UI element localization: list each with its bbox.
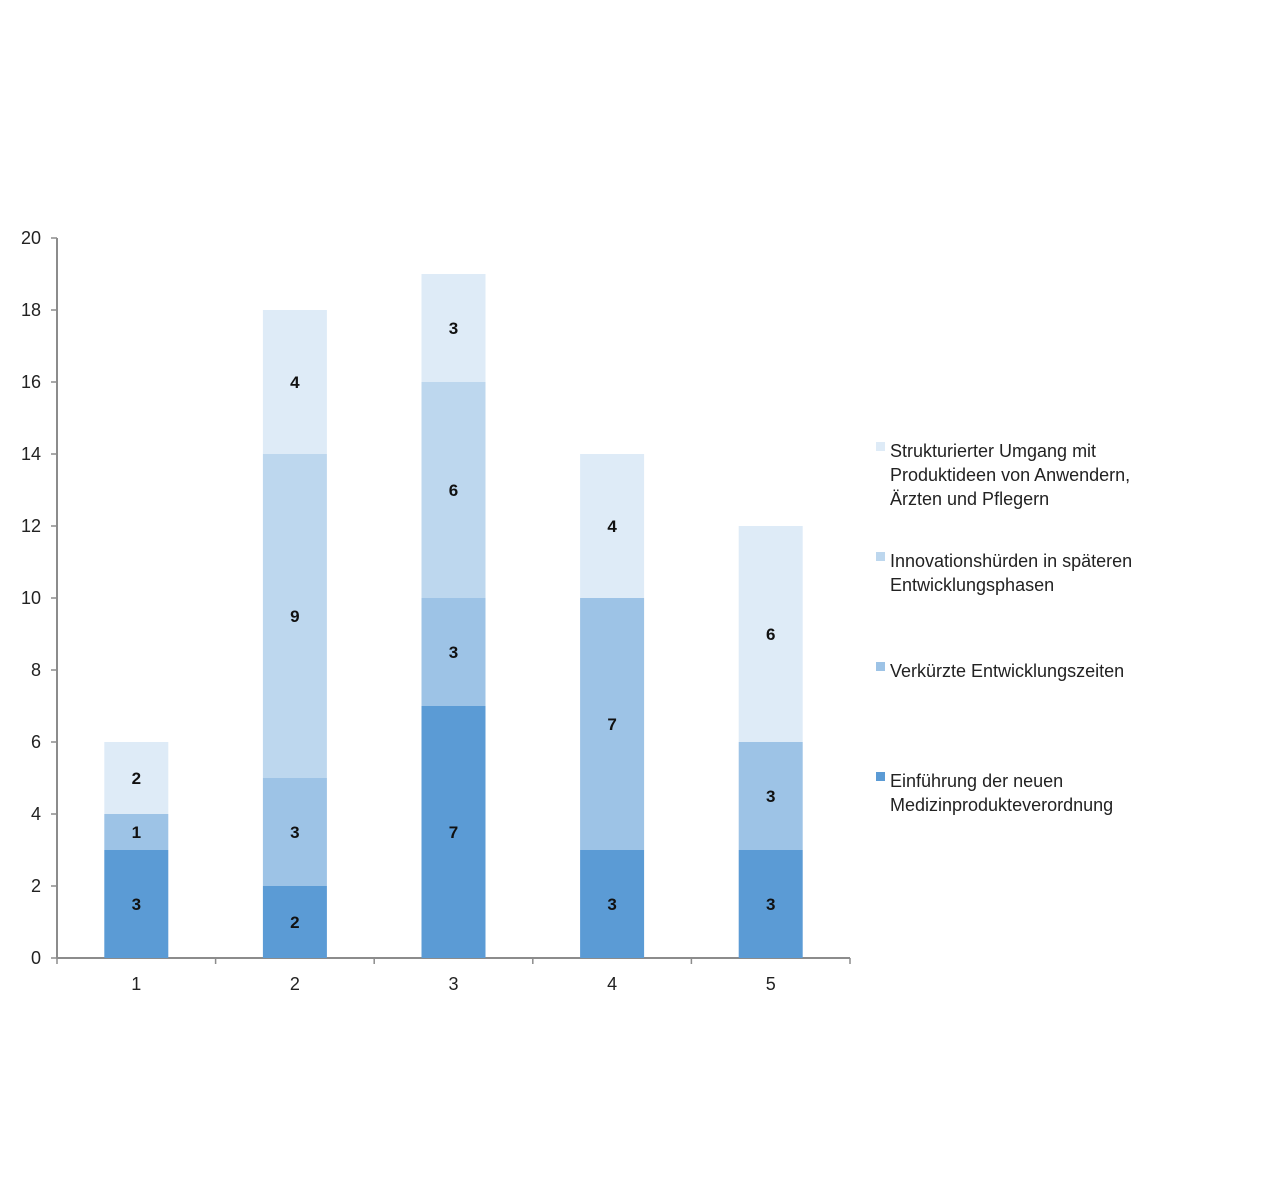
legend-label: Verkürzte Entwicklungszeiten <box>890 661 1124 681</box>
y-tick-label: 0 <box>31 948 41 968</box>
bar-segment <box>104 850 169 958</box>
y-tick-label: 6 <box>31 732 41 752</box>
y-tick-label: 16 <box>21 372 41 392</box>
legend-swatch <box>876 772 885 781</box>
y-tick-label: 2 <box>31 876 41 896</box>
bar-segment <box>421 274 486 382</box>
legend-label: Strukturierter Umgang mit <box>890 441 1096 461</box>
bar-segment <box>104 814 169 850</box>
bar-segment <box>421 598 486 706</box>
x-tick-label: 5 <box>766 974 776 994</box>
legend-swatch <box>876 662 885 671</box>
x-tick-label: 1 <box>131 974 141 994</box>
bar-segment <box>738 850 803 958</box>
legend-label: Medizinprodukteverordnung <box>890 795 1113 815</box>
legend: Strukturierter Umgang mit Produktideen vo… <box>876 441 1132 815</box>
y-tick-label: 10 <box>21 588 41 608</box>
data-label: 3 <box>766 787 775 806</box>
y-tick-label: 14 <box>21 444 41 464</box>
legend-swatch <box>876 552 885 561</box>
bar-segment <box>421 382 486 598</box>
bar-segment <box>580 850 645 958</box>
data-label: 7 <box>607 715 616 734</box>
bar-segment <box>421 706 486 958</box>
data-label: 1 <box>132 823 141 842</box>
legend-label: Innovationshürden in späteren <box>890 551 1132 571</box>
legend-label: Entwicklungsphasen <box>890 575 1054 595</box>
y-tick-label: 18 <box>21 300 41 320</box>
data-label: 6 <box>766 625 775 644</box>
data-label: 6 <box>449 481 458 500</box>
bar-segment <box>262 454 327 778</box>
bar-segment <box>262 886 327 958</box>
y-tick-label: 20 <box>21 228 41 248</box>
data-label: 3 <box>290 823 299 842</box>
bars <box>104 274 803 958</box>
data-label: 3 <box>449 643 458 662</box>
bar-segment <box>738 526 803 742</box>
y-tick-label: 8 <box>31 660 41 680</box>
legend-label: Produktideen von Anwendern, <box>890 465 1130 485</box>
data-label: 3 <box>766 895 775 914</box>
data-label: 4 <box>290 373 300 392</box>
bar-segment <box>580 598 645 850</box>
data-label: 3 <box>607 895 616 914</box>
bar-segment <box>262 778 327 886</box>
data-label: 2 <box>290 913 299 932</box>
y-tick-label: 12 <box>21 516 41 536</box>
bar-segment <box>262 310 327 454</box>
x-tick-label: 4 <box>607 974 617 994</box>
legend-label: Ärzten und Pflegern <box>890 489 1049 509</box>
x-tick-label: 3 <box>448 974 458 994</box>
bar-segment <box>580 454 645 598</box>
data-label: 3 <box>132 895 141 914</box>
data-label: 3 <box>449 319 458 338</box>
legend-swatch <box>876 442 885 451</box>
legend-label: Einführung der neuen <box>890 771 1063 791</box>
bar-segment <box>738 742 803 850</box>
bar-segment <box>104 742 169 814</box>
data-label: 4 <box>607 517 617 536</box>
data-label: 7 <box>449 823 458 842</box>
data-label: 9 <box>290 607 299 626</box>
x-tick-label: 2 <box>290 974 300 994</box>
data-label: 2 <box>132 769 141 788</box>
data-labels: 3 1 2 2 3 9 4 7 3 6 3 3 7 4 3 3 6 <box>132 319 776 932</box>
y-tick-label: 4 <box>31 804 41 824</box>
